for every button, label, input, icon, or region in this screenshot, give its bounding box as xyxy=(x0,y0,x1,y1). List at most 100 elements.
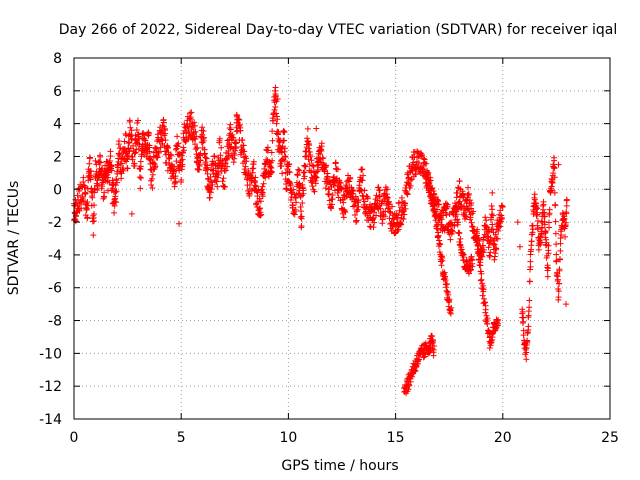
data-point xyxy=(514,219,521,226)
data-point xyxy=(196,163,203,170)
data-point xyxy=(404,191,411,198)
data-point xyxy=(113,199,120,206)
data-point xyxy=(237,127,244,134)
data-point xyxy=(349,188,356,195)
data-point xyxy=(124,165,131,172)
data-point xyxy=(558,231,565,238)
x-axis-label: GPS time / hours xyxy=(281,458,398,474)
data-point xyxy=(92,157,99,164)
data-point xyxy=(434,225,441,232)
data-point xyxy=(335,194,342,201)
data-point xyxy=(526,304,533,311)
x-tick-label: 25 xyxy=(601,430,619,446)
data-point xyxy=(414,154,421,161)
data-point xyxy=(154,154,161,161)
data-point xyxy=(456,198,463,205)
data-point xyxy=(91,202,98,209)
data-point xyxy=(235,116,242,123)
y-tick-label: 6 xyxy=(53,84,62,100)
data-point xyxy=(491,256,498,263)
data-point xyxy=(229,131,236,138)
data-point xyxy=(478,276,485,283)
data-point xyxy=(541,209,548,216)
data-point xyxy=(468,199,475,206)
data-point xyxy=(544,262,551,269)
data-point xyxy=(302,148,309,155)
data-point xyxy=(281,137,288,144)
data-point xyxy=(145,129,152,136)
data-point xyxy=(78,205,85,212)
data-point xyxy=(252,174,259,181)
data-point xyxy=(498,202,505,209)
data-point xyxy=(544,273,551,280)
data-point xyxy=(484,320,491,327)
data-point xyxy=(456,178,463,185)
data-point xyxy=(563,202,570,209)
data-point xyxy=(481,299,488,306)
x-tick-label: 15 xyxy=(387,430,405,446)
data-point xyxy=(302,153,309,160)
data-point xyxy=(159,122,166,129)
data-point xyxy=(479,253,486,260)
data-point xyxy=(131,162,138,169)
data-point xyxy=(328,205,335,212)
data-point xyxy=(401,211,408,218)
data-point xyxy=(256,195,263,202)
data-point xyxy=(301,169,308,176)
data-point xyxy=(227,144,234,151)
data-point xyxy=(97,159,104,166)
data-point xyxy=(492,231,499,238)
data-point xyxy=(133,127,140,134)
data-point xyxy=(217,152,224,159)
data-point xyxy=(495,224,502,231)
data-point xyxy=(176,220,183,227)
data-point xyxy=(491,241,498,248)
data-point xyxy=(499,204,506,211)
data-point xyxy=(389,203,396,210)
data-point xyxy=(545,219,552,226)
data-point xyxy=(112,189,119,196)
data-point xyxy=(230,135,237,142)
data-point xyxy=(448,304,455,311)
data-point xyxy=(182,138,189,145)
data-point xyxy=(453,203,460,210)
data-point xyxy=(482,223,489,230)
data-point xyxy=(525,323,532,330)
data-point xyxy=(286,160,293,167)
data-point xyxy=(394,227,401,234)
data-point xyxy=(132,132,139,139)
data-point xyxy=(489,334,496,341)
data-point xyxy=(75,196,82,203)
data-point xyxy=(308,157,315,164)
data-point xyxy=(172,179,179,186)
data-point xyxy=(550,161,557,168)
data-point xyxy=(412,367,419,374)
data-point xyxy=(271,87,278,94)
data-point xyxy=(123,132,130,139)
data-point xyxy=(447,310,454,317)
data-point xyxy=(457,235,464,242)
data-point xyxy=(354,206,361,213)
data-point xyxy=(386,208,393,215)
data-point xyxy=(449,228,456,235)
plot-frame xyxy=(73,57,611,420)
data-point xyxy=(427,185,434,192)
data-point xyxy=(329,191,336,198)
data-point xyxy=(460,251,467,258)
data-point xyxy=(192,141,199,148)
data-point xyxy=(541,221,548,228)
data-point xyxy=(274,116,281,123)
data-point xyxy=(371,219,378,226)
data-point xyxy=(492,250,499,257)
data-point xyxy=(300,169,307,176)
data-point xyxy=(555,294,562,301)
data-point xyxy=(488,202,495,209)
data-point xyxy=(192,128,199,135)
data-point xyxy=(206,194,213,201)
data-point xyxy=(180,144,187,151)
data-point xyxy=(352,193,359,200)
data-point xyxy=(308,179,315,186)
y-tick-label: -8 xyxy=(48,314,62,330)
data-point xyxy=(557,240,564,247)
data-point xyxy=(315,167,322,174)
